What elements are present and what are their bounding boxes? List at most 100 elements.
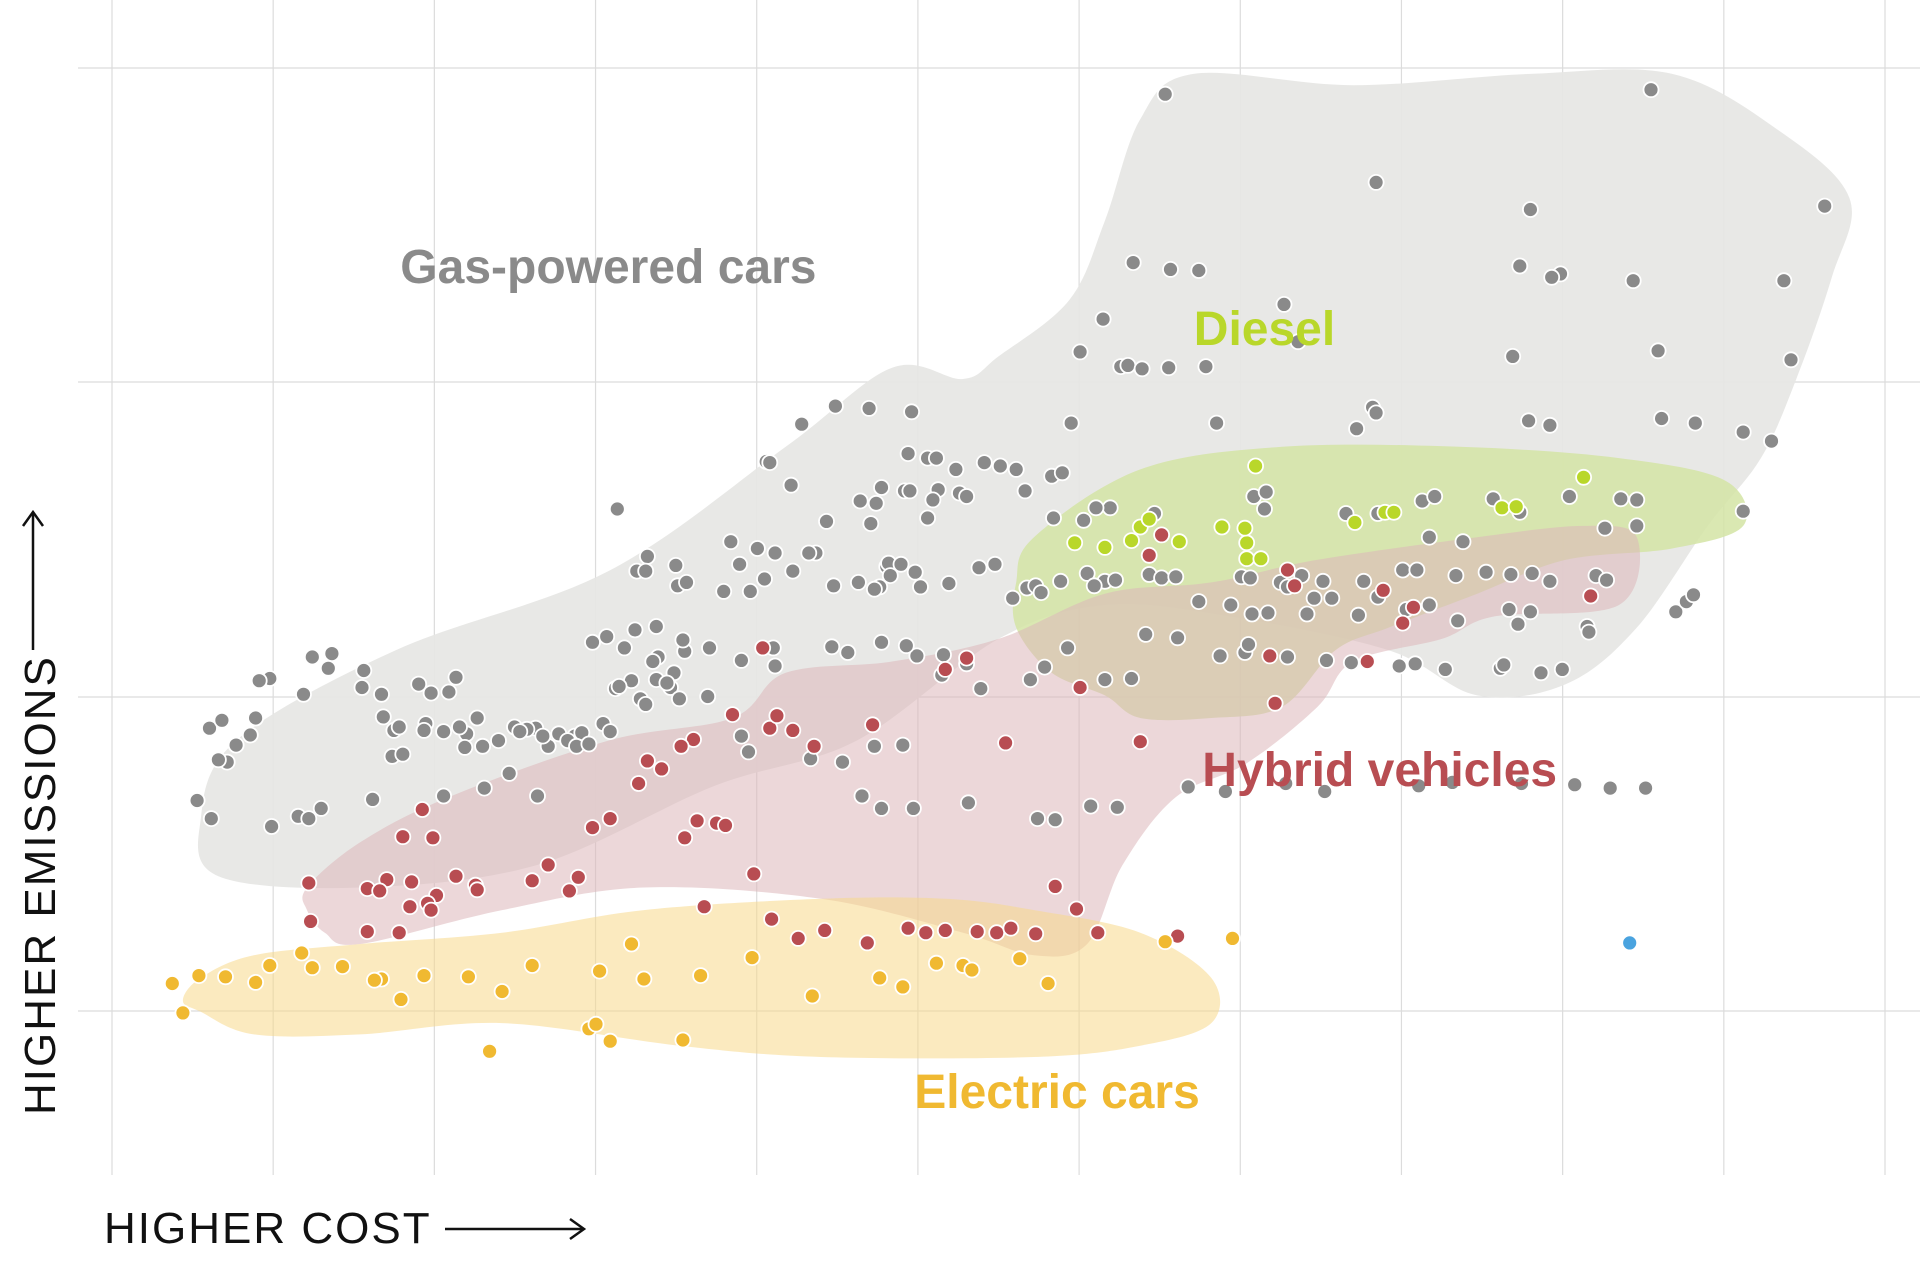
point-diesel xyxy=(1346,514,1364,531)
point-gas xyxy=(323,645,341,662)
point-gas xyxy=(1241,569,1259,587)
point-electric xyxy=(523,957,541,974)
point-gas xyxy=(1553,661,1571,678)
point-gas xyxy=(1420,528,1438,546)
point-gas xyxy=(1289,333,1307,351)
point-hybrid xyxy=(1071,679,1089,696)
point-gas xyxy=(924,491,942,509)
point-gas xyxy=(580,735,598,753)
point-gas xyxy=(410,675,428,693)
point-gas xyxy=(873,633,890,651)
point-gas xyxy=(903,403,920,421)
point-gas xyxy=(241,726,259,744)
point-gas xyxy=(1628,517,1646,535)
point-electric xyxy=(1011,950,1029,968)
point-hybrid xyxy=(754,639,772,657)
point-gas xyxy=(1782,351,1800,369)
point-gas xyxy=(1667,603,1685,621)
point-gas xyxy=(1256,500,1273,518)
point-electric xyxy=(415,967,433,984)
point-hybrid xyxy=(653,760,670,778)
point-gas xyxy=(756,570,773,588)
point-gas xyxy=(637,696,655,713)
point-hybrid xyxy=(968,923,986,940)
point-gas xyxy=(529,787,546,805)
point-gas xyxy=(1601,779,1619,797)
point-gas xyxy=(658,674,676,692)
point-hybrid xyxy=(468,881,486,899)
point-electric xyxy=(392,991,410,1008)
point-gas xyxy=(1628,491,1646,509)
point-diesel xyxy=(1507,498,1525,516)
point-gas xyxy=(784,562,802,580)
point-hybrid xyxy=(858,934,876,952)
point-electric xyxy=(1224,930,1241,947)
point-gas xyxy=(647,618,665,635)
point-gas xyxy=(1087,499,1105,517)
point-gas xyxy=(928,449,945,467)
point-gas xyxy=(1101,499,1119,517)
point-gas xyxy=(766,544,784,562)
point-gas xyxy=(940,575,958,592)
point-gas xyxy=(456,739,474,756)
point-electric xyxy=(365,971,383,989)
point-hybrid xyxy=(695,898,713,916)
point-hybrid xyxy=(639,752,656,770)
point-gas xyxy=(1523,565,1541,582)
label-hybrid: Hybrid vehicles xyxy=(1202,744,1557,797)
point-gas xyxy=(1734,423,1752,441)
point-hybrid xyxy=(1131,733,1149,751)
point-gas xyxy=(1045,509,1062,527)
point-gas xyxy=(1052,572,1069,590)
point-gas xyxy=(263,818,281,835)
point-gas xyxy=(451,718,468,736)
point-hybrid xyxy=(403,873,421,891)
point-gas xyxy=(1406,655,1424,673)
point-gas xyxy=(1816,197,1834,215)
point-gas xyxy=(866,580,883,598)
point-gas xyxy=(1637,779,1654,797)
point-hybrid xyxy=(1286,577,1303,595)
data-points xyxy=(163,81,1834,1060)
point-hybrid xyxy=(394,828,412,846)
point-gas xyxy=(474,737,492,755)
point-gas xyxy=(353,679,371,696)
point-electric xyxy=(174,1004,192,1022)
point-electric xyxy=(692,967,709,984)
point-gas xyxy=(1046,811,1064,829)
point-gas xyxy=(247,709,265,727)
label-diesel: Diesel xyxy=(1194,303,1335,356)
point-gas xyxy=(715,583,733,600)
point-gas xyxy=(1649,342,1667,360)
point-hybrid xyxy=(789,930,807,947)
point-electric xyxy=(591,962,608,980)
point-electric xyxy=(481,1042,499,1060)
point-electric xyxy=(163,975,181,992)
point-electric xyxy=(871,969,889,987)
point-hybrid xyxy=(300,874,318,892)
x-axis-label: HIGHER COST xyxy=(104,1204,432,1253)
point-gas xyxy=(1367,404,1385,422)
point-gas xyxy=(970,559,988,577)
point-gas xyxy=(1279,648,1296,666)
point-hybrid xyxy=(413,801,431,818)
point-electric xyxy=(1039,975,1057,992)
point-diesel xyxy=(1575,468,1592,486)
point-hybrid xyxy=(1002,919,1020,937)
point-gas xyxy=(1096,671,1114,688)
point-hybrid xyxy=(523,872,541,890)
point-hybrid xyxy=(1582,587,1600,605)
point-diesel xyxy=(1252,550,1270,568)
point-hybrid xyxy=(1374,581,1392,599)
point-gas xyxy=(818,513,835,530)
point-gas xyxy=(901,482,919,500)
point-gas xyxy=(534,727,552,745)
point-gas xyxy=(906,563,924,581)
point-gas xyxy=(1305,589,1323,607)
point-gas xyxy=(1197,358,1215,376)
point-diesel xyxy=(1385,503,1403,521)
point-gas xyxy=(1612,490,1630,508)
point-gas xyxy=(1053,464,1071,482)
point-gas xyxy=(919,509,936,527)
point-gas xyxy=(731,555,748,573)
